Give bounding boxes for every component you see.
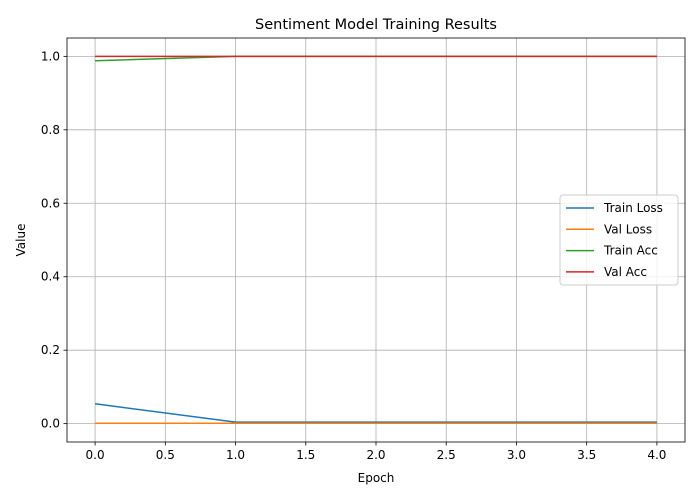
legend: Train Loss Val Loss Train Acc Val Acc <box>559 194 679 286</box>
y-tick-label: 0.0 <box>41 417 60 431</box>
legend-label-val-loss: Val Loss <box>604 222 652 236</box>
x-axis-title: Epoch <box>358 471 395 485</box>
x-tick-label: 1.0 <box>226 448 245 462</box>
x-tick-label: 0.5 <box>156 448 175 462</box>
y-tick-label: 0.2 <box>41 343 60 357</box>
x-tick-label: 3.0 <box>507 448 526 462</box>
y-tick-label: 0.4 <box>41 270 60 284</box>
y-axis: 0.0 0.2 0.4 0.6 0.8 1.0 <box>41 49 67 431</box>
series-line-train-loss <box>94 403 657 423</box>
x-tick-label: 3.5 <box>577 448 596 462</box>
legend-box <box>559 194 679 286</box>
x-tick-label: 2.0 <box>366 448 385 462</box>
legend-label-train-acc: Train Acc <box>603 244 658 258</box>
y-tick-label: 0.6 <box>41 196 60 210</box>
x-tick-label: 2.5 <box>437 448 456 462</box>
x-tick-label: 4.0 <box>647 448 666 462</box>
legend-label-train-loss: Train Loss <box>603 201 663 215</box>
x-axis: 0.0 0.5 1.0 1.5 2.0 2.5 3.0 3.5 4.0 <box>86 442 666 462</box>
x-tick-label: 0.0 <box>86 448 105 462</box>
y-axis-title: Value <box>14 224 28 257</box>
series-group <box>94 55 657 425</box>
x-tick-label: 1.5 <box>296 448 315 462</box>
y-tick-label: 0.8 <box>41 123 60 137</box>
chart-title: Sentiment Model Training Results <box>255 17 497 33</box>
y-tick-label: 1.0 <box>41 49 60 63</box>
legend-label-val-acc: Val Acc <box>604 265 647 279</box>
